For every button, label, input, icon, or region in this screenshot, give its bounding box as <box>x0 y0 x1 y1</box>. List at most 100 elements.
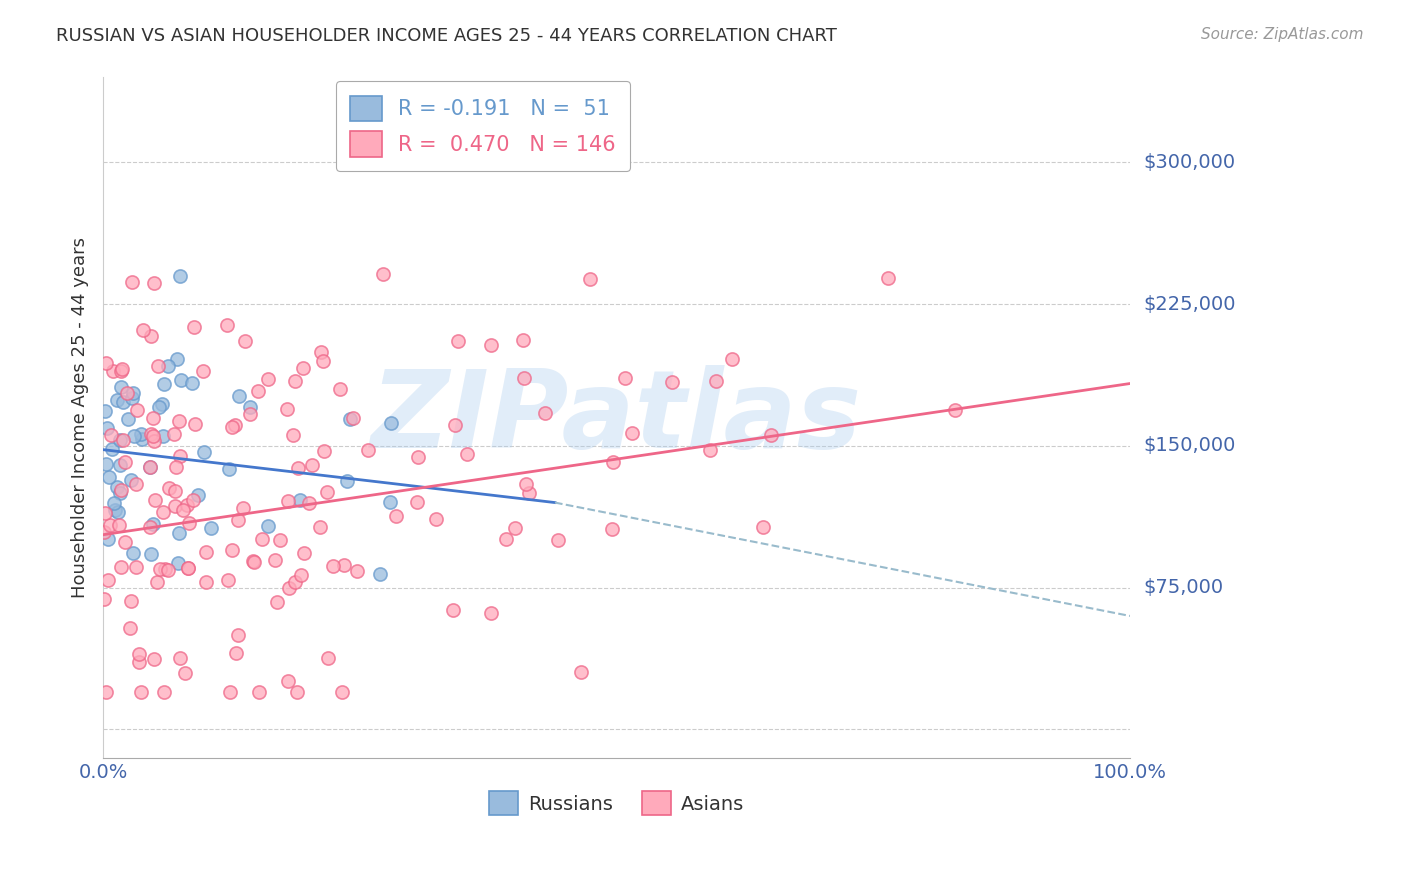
Point <box>139 460 162 475</box>
Point <box>218 461 240 475</box>
Point <box>332 684 354 698</box>
Point <box>456 447 478 461</box>
Point <box>142 652 165 666</box>
Point <box>149 562 172 576</box>
Point <box>533 406 555 420</box>
Point <box>284 575 307 590</box>
Point <box>94 506 117 520</box>
Point <box>661 375 683 389</box>
Point <box>316 485 339 500</box>
Point <box>218 573 240 587</box>
Point <box>104 503 127 517</box>
Point <box>122 546 145 560</box>
Point <box>264 553 287 567</box>
Point <box>152 428 174 442</box>
Point <box>266 595 288 609</box>
Point <box>316 650 339 665</box>
Point <box>333 558 356 572</box>
Y-axis label: Householder Income Ages 25 - 44 years: Householder Income Ages 25 - 44 years <box>72 237 89 598</box>
Point <box>127 402 149 417</box>
Point <box>142 411 165 425</box>
Point <box>124 559 146 574</box>
Point <box>174 665 197 680</box>
Point <box>98 518 121 533</box>
Point <box>346 564 368 578</box>
Point <box>943 402 966 417</box>
Point <box>143 434 166 448</box>
Point <box>148 359 170 374</box>
Point <box>425 511 447 525</box>
Point <box>170 373 193 387</box>
Point <box>704 374 727 388</box>
Point <box>329 382 352 396</box>
Point <box>224 417 246 432</box>
Point <box>339 411 361 425</box>
Text: $75,000: $75,000 <box>1144 578 1225 597</box>
Point <box>110 380 132 394</box>
Point <box>138 520 160 534</box>
Point <box>176 498 198 512</box>
Point <box>512 371 534 385</box>
Text: $225,000: $225,000 <box>1144 294 1236 314</box>
Point <box>138 459 160 474</box>
Point <box>153 684 176 698</box>
Legend: Russians, Asians: Russians, Asians <box>481 783 752 822</box>
Point <box>122 429 145 443</box>
Point <box>187 488 209 502</box>
Point <box>232 501 254 516</box>
Point <box>406 495 429 509</box>
Point <box>228 389 250 403</box>
Point <box>285 684 308 698</box>
Point <box>195 544 218 558</box>
Point <box>139 547 162 561</box>
Point <box>600 522 623 536</box>
Point <box>165 499 187 513</box>
Text: ZIPatlas: ZIPatlas <box>371 365 862 471</box>
Point <box>613 371 636 385</box>
Point <box>191 363 214 377</box>
Point <box>162 426 184 441</box>
Point <box>94 457 117 471</box>
Point <box>720 351 742 366</box>
Point <box>167 525 190 540</box>
Point <box>247 684 270 698</box>
Text: Source: ZipAtlas.com: Source: ZipAtlas.com <box>1201 27 1364 42</box>
Point <box>152 505 174 519</box>
Point <box>142 516 165 531</box>
Point <box>125 477 148 491</box>
Point <box>287 461 309 475</box>
Point <box>547 533 569 548</box>
Point <box>105 480 128 494</box>
Point <box>143 276 166 290</box>
Point <box>177 561 200 575</box>
Point <box>226 513 249 527</box>
Point <box>602 454 624 468</box>
Point <box>169 449 191 463</box>
Point <box>312 354 335 368</box>
Point <box>128 647 150 661</box>
Point <box>446 334 468 349</box>
Point <box>181 493 204 508</box>
Point <box>247 384 270 398</box>
Point <box>120 594 142 608</box>
Point <box>165 459 187 474</box>
Point <box>166 351 188 366</box>
Point <box>277 494 299 508</box>
Point <box>298 496 321 510</box>
Point <box>93 524 115 539</box>
Point <box>111 433 134 447</box>
Point <box>495 533 517 547</box>
Point <box>131 433 153 447</box>
Point <box>479 606 502 620</box>
Point <box>177 561 200 575</box>
Point <box>177 516 200 530</box>
Point <box>169 268 191 283</box>
Point <box>378 495 401 509</box>
Point <box>139 426 162 441</box>
Point <box>120 621 142 635</box>
Point <box>167 414 190 428</box>
Point <box>759 428 782 442</box>
Point <box>322 559 344 574</box>
Point <box>108 458 131 473</box>
Point <box>96 356 118 370</box>
